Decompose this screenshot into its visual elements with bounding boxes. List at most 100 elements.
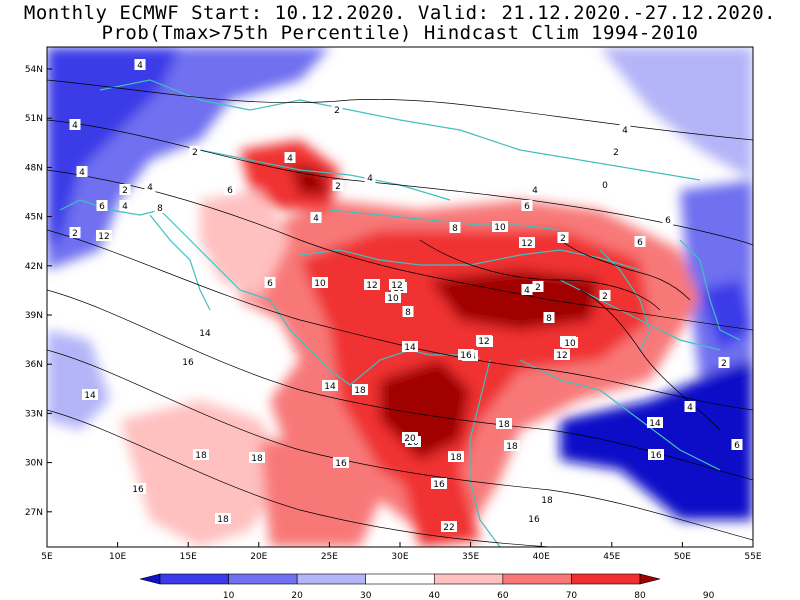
contour-labels: 4424244246264246426408108126212610101410… <box>69 59 743 533</box>
contour-label: 14 <box>324 382 336 392</box>
contour-label-bg <box>619 124 631 135</box>
contour-label: 14 <box>199 329 211 339</box>
low-prob-area-alps <box>47 47 180 250</box>
contour-label-bg <box>82 389 98 400</box>
contour-label-bg <box>224 184 236 195</box>
contour-label: 18 <box>354 386 366 396</box>
lat-tick-label: 42N <box>25 262 43 272</box>
contour-label: 6 <box>637 238 643 248</box>
contour-label: 6 <box>665 216 671 226</box>
colorbar-tick-label: 90 <box>703 591 715 600</box>
contour-label-bg <box>332 180 344 191</box>
longitude-axis: 5E 10E 15E 20E 25E 30E 35E 40E 45E 50E 55E <box>41 542 762 562</box>
high-prob-area-med-light <box>120 400 290 547</box>
contour-label-bg <box>69 119 81 130</box>
contour-label-bg <box>599 290 611 301</box>
colorbar-lowest-arrow <box>139 573 161 585</box>
contour-label-bg <box>331 104 343 115</box>
lat-tick-label: 27N <box>25 508 43 518</box>
contour-label-bg <box>364 279 380 290</box>
contour-label-bg <box>389 279 405 290</box>
contour-label-bg <box>96 230 112 241</box>
contour-label-bg <box>284 152 296 163</box>
contour-label-bg <box>610 146 622 157</box>
contour-label: 2 <box>122 186 128 196</box>
contour-label: 18 <box>217 515 229 525</box>
contour-label: 4 <box>367 174 373 184</box>
contour-label: 8 <box>157 204 163 214</box>
colorbar-tick-label: 30 <box>360 591 372 600</box>
colorbar-box <box>502 573 572 585</box>
latitude-axis: 54N 51N 48N 45N 42N 39N 36N 33N 30N 27N <box>25 65 52 518</box>
contour-label: 10 <box>564 339 576 349</box>
contour-label-bg <box>402 432 418 443</box>
contour-label: 12 <box>521 239 532 249</box>
contour-label-bg <box>69 227 81 238</box>
colorbar-box <box>571 573 641 585</box>
lat-tick-label: 39N <box>25 311 43 321</box>
colorbar-box <box>365 573 435 585</box>
contour-label: 4 <box>622 126 628 136</box>
contour-label: 18 <box>450 453 462 463</box>
lat-tick-label: 36N <box>25 360 43 370</box>
contour-label-bg <box>144 181 156 192</box>
contour-label: 4 <box>687 403 693 413</box>
contour-label-bg <box>599 179 611 190</box>
contour-label: 6 <box>524 202 530 212</box>
contour-label: 0 <box>602 181 608 191</box>
contour-label: 12 <box>98 232 109 242</box>
contour-label-bg <box>492 221 508 232</box>
colorbar-tick-label: 10 <box>223 591 235 600</box>
contour-label-bg <box>496 418 512 429</box>
contour-label-bg <box>504 440 520 451</box>
contour-label: 2 <box>192 148 198 158</box>
contour-label: 4 <box>147 183 153 193</box>
contour-label-bg <box>249 452 265 463</box>
contour-label: 4 <box>72 121 78 131</box>
contour-label-bg <box>402 341 418 352</box>
lat-tick-label: 30N <box>25 459 43 469</box>
contour-label-bg <box>557 232 569 243</box>
contour-label: 16 <box>460 351 472 361</box>
contour-label: 18 <box>498 420 510 430</box>
low-prob-area-caspian <box>700 280 753 350</box>
colorbar-tick-label: 80 <box>634 591 646 600</box>
map-title-line-2: Prob(Tmax>75th Percentile) Hindcast Clim… <box>101 22 699 44</box>
contour-label: 22 <box>443 523 454 533</box>
contour-label-bg <box>197 327 213 338</box>
contour-label-bg <box>154 202 166 213</box>
contour-label-bg <box>458 349 474 360</box>
contour-label-bg <box>476 335 492 346</box>
contour-label-bg <box>521 284 533 295</box>
contour-label-bg <box>333 457 349 468</box>
contour-label: 6 <box>734 441 740 451</box>
contour-label: 14 <box>84 391 96 401</box>
contour-label: 20 <box>404 434 416 444</box>
contour-label-bg <box>441 521 457 532</box>
contour-label: 12 <box>366 281 377 291</box>
contour-label: 16 <box>182 358 194 368</box>
contour-label-bg <box>322 380 338 391</box>
lon-tick-label: 40E <box>533 552 550 562</box>
contour-label-bg <box>310 212 322 223</box>
contour-label-bg <box>119 200 131 211</box>
lon-tick-label: 25E <box>321 552 338 562</box>
contour-label-bg <box>312 277 328 288</box>
contour-label-bg <box>385 292 401 303</box>
contour-label-bg <box>119 184 131 195</box>
map-title-line-1: Monthly ECMWF Start: 10.12.2020. Valid: … <box>23 2 777 24</box>
colorbar-legend: 10 20 30 40 60 70 80 90 <box>139 573 715 600</box>
contour-label-bg <box>526 513 542 524</box>
contour-label: 6 <box>99 202 105 212</box>
colorbar-box <box>159 573 229 585</box>
contour-label-bg <box>519 237 535 248</box>
contour-label-bg <box>647 417 663 428</box>
contour-label: 18 <box>251 454 263 464</box>
contour-label-bg <box>180 356 196 367</box>
contour-label: 2 <box>721 359 727 369</box>
contour-label: 4 <box>122 202 128 212</box>
colorbar-tick-label: 40 <box>429 591 441 600</box>
colorbar-box <box>296 573 367 585</box>
contour-label-bg <box>731 439 743 450</box>
